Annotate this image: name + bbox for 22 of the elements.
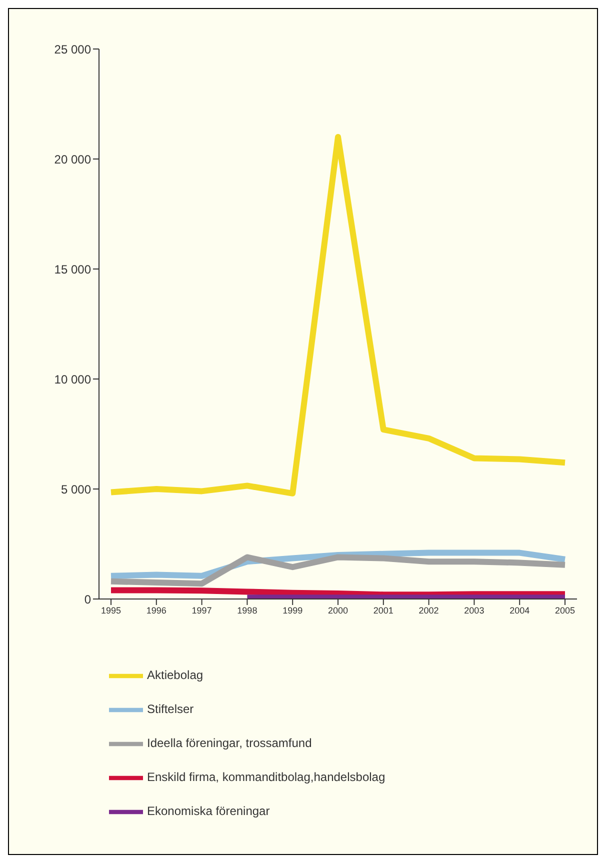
legend-label: Stiftelser (147, 702, 194, 716)
legend-label: Ekonomiska föreningar (147, 804, 270, 818)
y-tick-label: 5 000 (60, 482, 92, 496)
y-tick-label: 15 000 (54, 262, 92, 276)
x-tick-label: 1995 (100, 605, 122, 616)
x-tick-label: 2005 (554, 605, 576, 616)
x-tick-label: 1999 (282, 605, 303, 616)
y-tick-label: 25 000 (54, 42, 92, 56)
x-tick-label: 1998 (237, 605, 258, 616)
legend-label: Aktiebolag (147, 668, 204, 682)
legend-label: Enskild firma, kommanditbolag,handelsbolag (147, 770, 386, 784)
y-tick-label: 10 000 (54, 372, 92, 386)
x-tick-label: 2001 (373, 605, 394, 616)
x-tick-label: 1996 (146, 605, 166, 616)
y-tick-label: 20 000 (54, 152, 92, 166)
legend-label: Ideella föreningar, trossamfund (147, 736, 312, 750)
x-tick-label: 2003 (464, 605, 484, 616)
x-tick-label: 2002 (418, 605, 439, 616)
x-tick-label: 1997 (192, 605, 212, 616)
y-tick-label: 0 (84, 592, 92, 606)
x-tick-label: 2004 (510, 605, 530, 616)
x-tick-label: 2000 (328, 605, 348, 616)
